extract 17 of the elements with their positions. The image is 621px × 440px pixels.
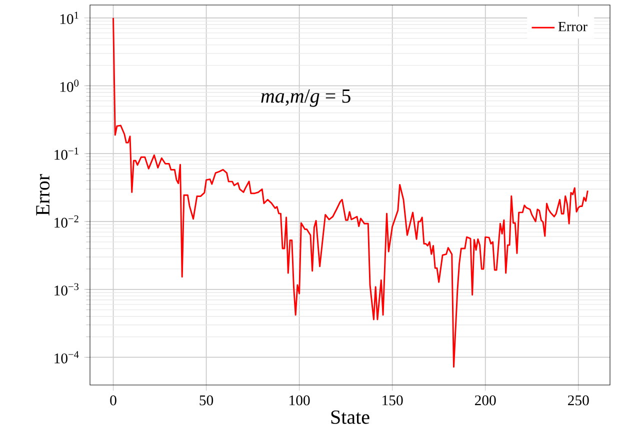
x-axis-title: State: [331, 410, 370, 424]
y-tick-label: 10$^{1}$: [60, 12, 78, 24]
x-tick-label: 0: [110, 395, 116, 406]
y-tick-label: 10$^{−4}$: [54, 351, 79, 364]
y-tick-label: 10$^{−3}$: [54, 283, 79, 296]
y-axis-title: Error: [36, 174, 50, 216]
y-tick-label: 10$^{0}$: [60, 80, 79, 92]
legend-label: Error: [558, 22, 588, 32]
x-tick-label: 250: [568, 395, 589, 406]
x-tick-label: 100: [290, 395, 310, 406]
y-tick-label: 10$^{−1}$: [54, 148, 78, 160]
x-tick-label: 200: [475, 395, 496, 406]
y-tick-label: 10$^{−2}$: [54, 215, 78, 228]
x-tick-label: 150: [382, 395, 403, 406]
line-series: [112, 17, 588, 368]
x-tick-label: 50: [200, 395, 214, 406]
annotation: ma,m/g = 5: [261, 89, 350, 107]
